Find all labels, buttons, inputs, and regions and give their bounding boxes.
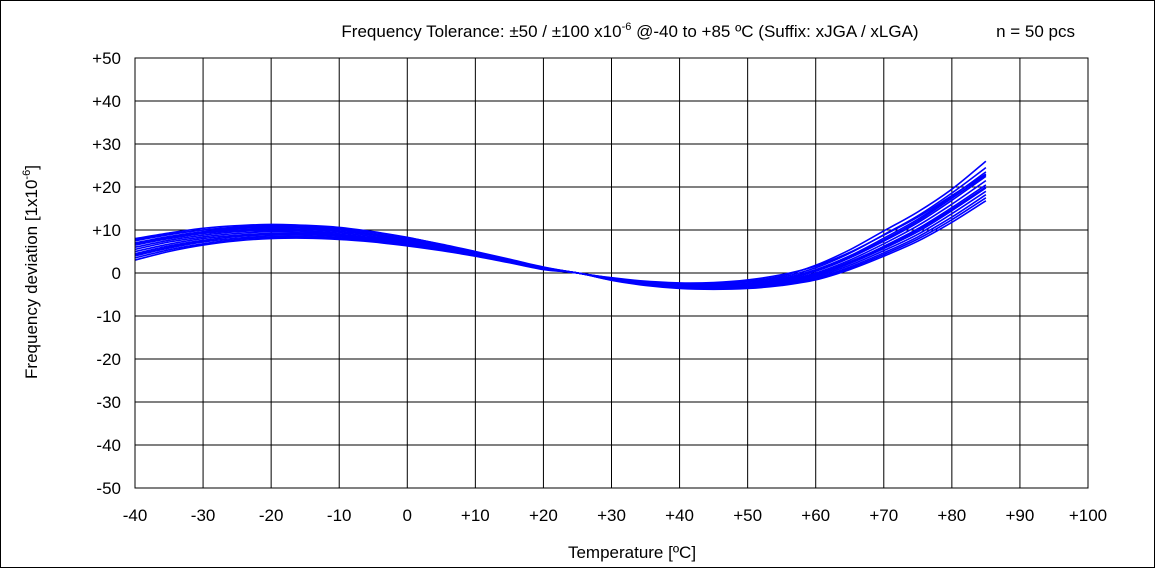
x-tick-label: +90 — [1006, 506, 1035, 525]
x-tick-label: +30 — [597, 506, 626, 525]
x-tick-label: +50 — [733, 506, 762, 525]
x-tick-label: +40 — [665, 506, 694, 525]
series-line — [134, 197, 987, 290]
x-tick-label: +100 — [1069, 506, 1107, 525]
series-lines — [134, 160, 987, 291]
y-tick-label: -40 — [96, 436, 121, 455]
series-line — [134, 174, 987, 287]
x-tick-label: -30 — [191, 506, 216, 525]
y-axis-label: Frequency deviation [1x10-6] — [21, 165, 41, 379]
x-tick-label: -20 — [259, 506, 284, 525]
y-tick-label: +40 — [92, 92, 121, 111]
x-tick-label: +20 — [529, 506, 558, 525]
plot-area — [134, 57, 1089, 489]
x-tick-label: -10 — [327, 506, 352, 525]
x-tick-label: -40 — [123, 506, 148, 525]
x-tick-label: +70 — [869, 506, 898, 525]
chart-title: Frequency Tolerance: ±50 / ±100 x10-6 @-… — [341, 21, 918, 41]
y-tick-label: -10 — [96, 307, 121, 326]
y-tick-label: -30 — [96, 393, 121, 412]
y-tick-label: 0 — [112, 264, 121, 283]
x-tick-label: 0 — [403, 506, 412, 525]
x-tick-label: +80 — [937, 506, 966, 525]
y-tick-label: -20 — [96, 350, 121, 369]
y-tick-label: +10 — [92, 221, 121, 240]
grid-lines — [134, 57, 1089, 489]
y-tick-label: +20 — [92, 178, 121, 197]
tick-labels: -40 -30 -20 -10 0 +10 +20 +30 +40 +50 +60 +70 +80 +90… — [92, 49, 1107, 525]
y-tick-label: +50 — [92, 49, 121, 68]
x-axis-label: Temperature [ºC] — [568, 543, 696, 562]
series-line — [134, 194, 987, 290]
x-tick-label: +60 — [801, 506, 830, 525]
y-tick-label: -50 — [96, 479, 121, 498]
x-tick-label: +10 — [461, 506, 490, 525]
sample-count-note: n = 50 pcs — [996, 22, 1075, 41]
y-tick-label: +30 — [92, 135, 121, 154]
